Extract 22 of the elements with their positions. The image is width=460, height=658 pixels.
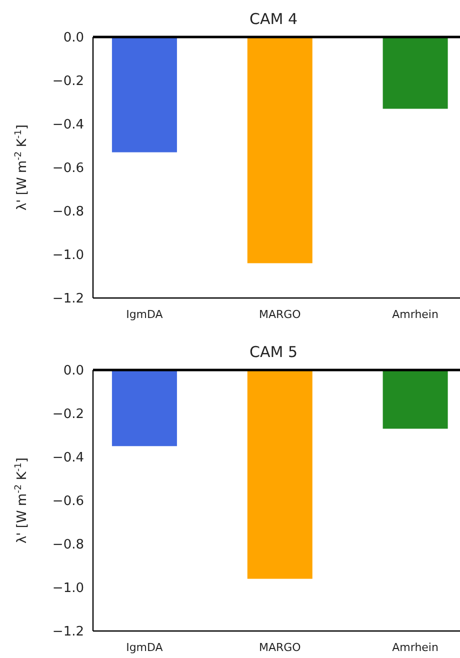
y-tick-label: −1.2 (52, 624, 84, 640)
x-tick-label: IgmDA (126, 308, 164, 321)
y-tick-label: 0.0 (63, 364, 84, 379)
y-tick-label: −0.8 (52, 204, 84, 220)
y-tick-label: −0.4 (52, 450, 84, 466)
x-tick-label: Amrhein (392, 641, 439, 654)
y-tick-label: −0.4 (52, 118, 84, 133)
y-tick-label: −0.8 (52, 538, 84, 553)
y-tick-label: −1.0 (52, 248, 84, 264)
x-tick-label: MARGO (258, 641, 302, 654)
y-tick-label: −0.6 (52, 161, 84, 176)
x-tick-label: Amrhein (392, 308, 439, 321)
y-tick-label: −1.0 (52, 581, 84, 596)
x-tick-label: MARGO (258, 308, 302, 321)
y-tick-label: −0.2 (52, 74, 84, 90)
x-tick-label: IgmDA (126, 641, 164, 654)
y-tick-label: −1.2 (52, 292, 84, 307)
chart-title: CAM 4 (250, 10, 298, 28)
y-tick-label: −0.6 (52, 494, 84, 510)
chart-title: CAM 5 (250, 343, 298, 361)
y-tick-label: 0.0 (63, 30, 84, 46)
y-tick-label: −0.2 (52, 407, 84, 422)
